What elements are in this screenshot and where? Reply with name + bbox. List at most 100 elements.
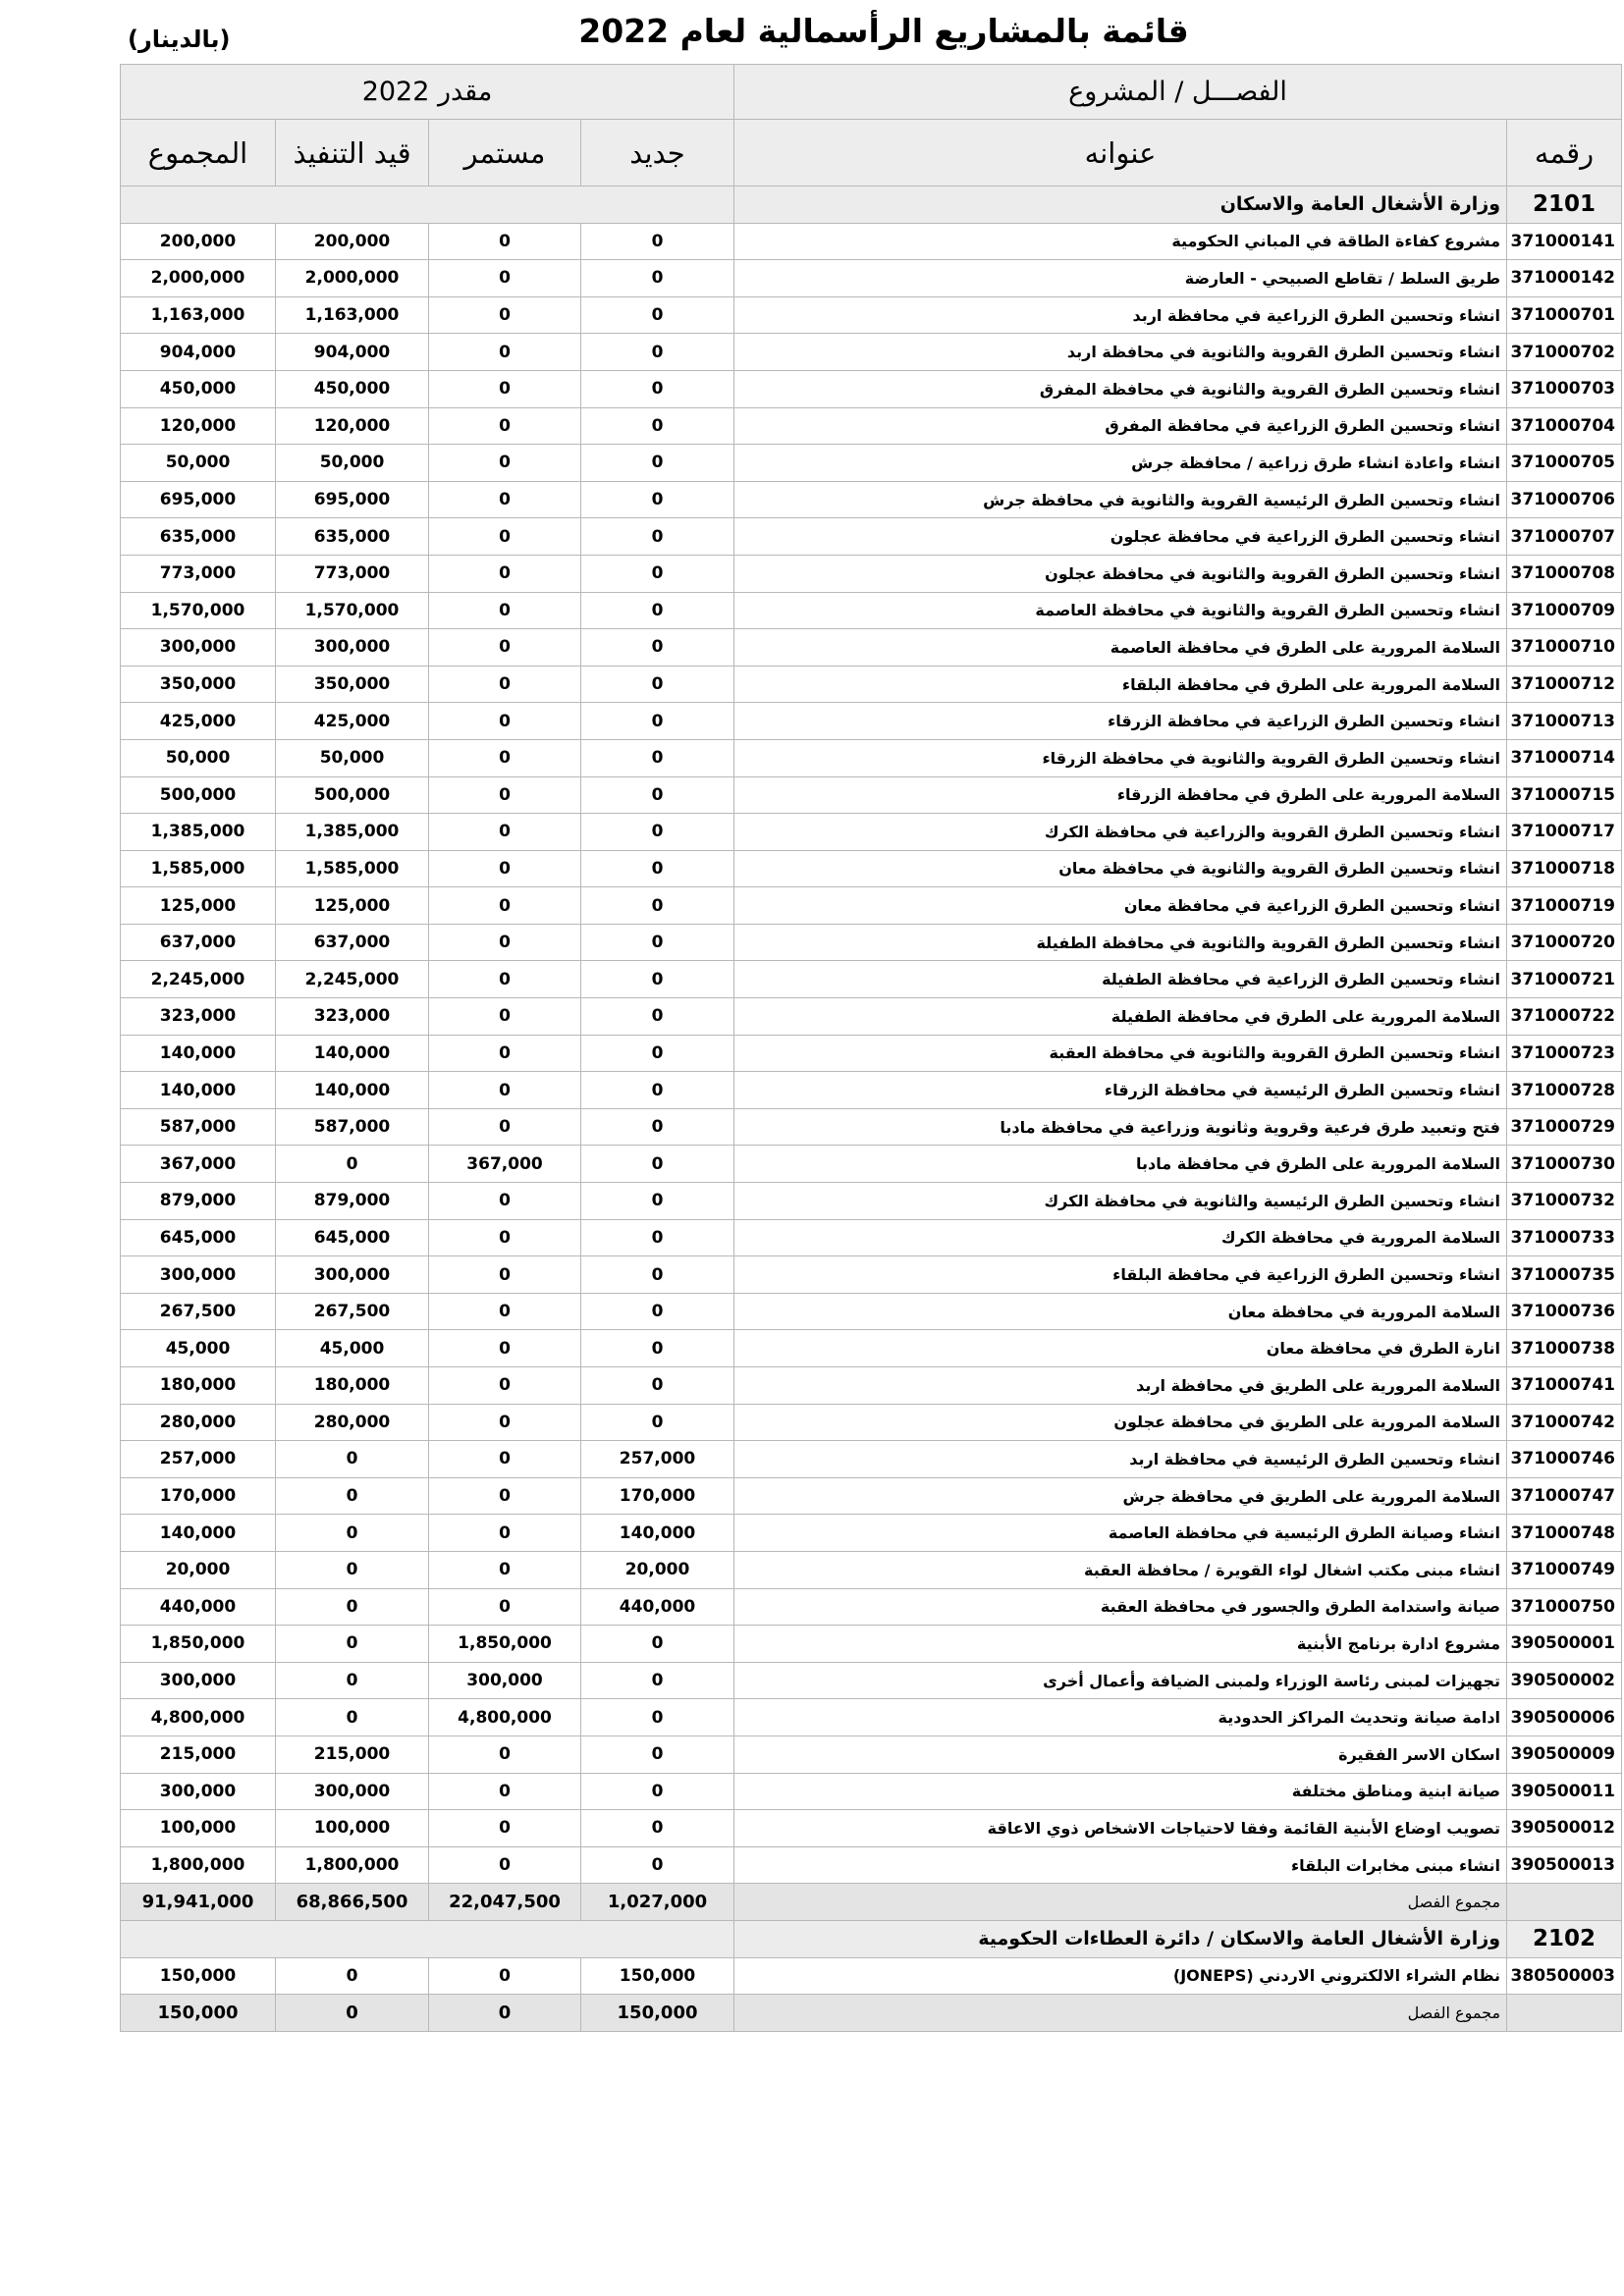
section-code: 2101 — [1506, 186, 1623, 224]
total-label: مجموع الفصل — [733, 1994, 1508, 2032]
amount: 280,000 — [119, 1403, 277, 1442]
amount: 367,000 — [119, 1145, 277, 1184]
amount: 2,000,000 — [119, 259, 277, 297]
amount: 125,000 — [275, 886, 430, 925]
amount: 0 — [428, 1366, 582, 1405]
amount: 0 — [428, 1956, 582, 1996]
project-title: انشاء وتحسين الطرق الزراعية في محافظة ال… — [733, 1255, 1508, 1294]
amount: 0 — [580, 1772, 735, 1811]
amount: 0 — [580, 554, 735, 593]
project-code: 371000742 — [1506, 1403, 1623, 1442]
project-title: مشروع ادارة برنامج الأبنية — [733, 1625, 1508, 1663]
project-row: 371000748 انشاء وصيانة الطرق الرئيسية في … — [119, 1514, 1623, 1552]
project-code: 371000735 — [1506, 1255, 1623, 1294]
project-code: 371000141 — [1506, 222, 1623, 261]
amount: 0 — [428, 444, 582, 482]
amount: 0 — [428, 849, 582, 888]
project-row: 371000714 انشاء وتحسين الطرق القروية والث… — [119, 738, 1623, 777]
amount: 0 — [275, 1550, 430, 1589]
section-name: وزارة الأشغال العامة والاسكان / دائرة ال… — [733, 1919, 1508, 1958]
amount: 0 — [428, 775, 582, 815]
amount: 0 — [580, 813, 735, 851]
amount: 0 — [428, 1403, 582, 1442]
project-code: 371000712 — [1506, 665, 1623, 704]
amount: 0 — [428, 886, 582, 925]
amount: 125,000 — [119, 886, 277, 925]
project-title: انشاء وتحسين الطرق القروية والثانوية في … — [733, 554, 1508, 593]
amount: 0 — [275, 1698, 430, 1736]
project-row: 371000733 السلامة المرورية في محافظة الكر… — [119, 1218, 1623, 1257]
project-title: صيانة ابنية ومناطق مختلفة — [733, 1772, 1508, 1811]
project-title: انشاء وتحسين الطرق الزراعية في محافظة عج… — [733, 517, 1508, 556]
amount: 200,000 — [275, 222, 430, 261]
project-title: نظام الشراء الالكتروني الاردني (JONEPS) — [733, 1956, 1508, 1996]
column-header-row: رقمه عنوانه جديد مستمر قيد التنفيذ المجموع — [119, 119, 1623, 187]
amount: 0 — [275, 1514, 430, 1552]
amount: 350,000 — [275, 665, 430, 704]
amount: 300,000 — [428, 1661, 582, 1700]
project-row: 390500002 تجهيزات لمبنى رئاسة الوزراء ولم… — [119, 1661, 1623, 1700]
project-row: 380500003 نظام الشراء الالكتروني الاردني … — [119, 1956, 1623, 1996]
column-header: مستمر — [428, 119, 582, 187]
amount: 367,000 — [428, 1145, 582, 1184]
amount: 587,000 — [275, 1107, 430, 1147]
amount: 140,000 — [580, 1514, 735, 1552]
amount: 0 — [580, 702, 735, 740]
amount: 0 — [580, 997, 735, 1036]
amount: 0 — [275, 1661, 430, 1700]
amount: 45,000 — [119, 1329, 277, 1367]
project-title: طريق السلط / تقاطع الصبيحي - العارضة — [733, 259, 1508, 297]
project-code: 371000706 — [1506, 480, 1623, 519]
amount: 0 — [428, 1845, 582, 1885]
project-title: انشاء وتحسين الطرق الزراعية في محافظة ال… — [733, 960, 1508, 999]
amount: 0 — [580, 1366, 735, 1405]
amount: 0 — [428, 960, 582, 999]
total-filler — [1506, 1994, 1623, 2032]
amount: 1,850,000 — [119, 1625, 277, 1663]
amount: 0 — [428, 406, 582, 446]
amount: 4,800,000 — [428, 1698, 582, 1736]
amount: 0 — [580, 1845, 735, 1885]
project-row: 371000141 مشروع كفاءة الطاقة في المباني ا… — [119, 222, 1623, 261]
amount: 450,000 — [119, 369, 277, 408]
amount: 879,000 — [119, 1182, 277, 1220]
project-code: 390500001 — [1506, 1625, 1623, 1663]
project-row: 371000705 انشاء واعادة انشاء طرق زراعية /… — [119, 444, 1623, 482]
amount: 587,000 — [119, 1107, 277, 1147]
project-row: 390500009 اسكان الاسر الفقيرة 0 0 215,000 215… — [119, 1735, 1623, 1774]
project-title: انشاء وصيانة الطرق الرئيسية في محافظة ال… — [733, 1514, 1508, 1552]
project-row: 371000749 انشاء مبنى مكتب اشغال لواء القو… — [119, 1550, 1623, 1589]
projects-table: الفصـــل / المشروع مقدر 2022 رقمه عنوانه جدي… — [119, 64, 1623, 2032]
section-filler — [119, 186, 735, 224]
amount: 2,245,000 — [119, 960, 277, 999]
project-code: 371000750 — [1506, 1587, 1623, 1627]
amount: 1,800,000 — [119, 1845, 277, 1885]
amount: 500,000 — [119, 775, 277, 815]
project-title: انشاء وتحسين الطرق القروية والثانوية في … — [733, 591, 1508, 630]
project-code: 371000707 — [1506, 517, 1623, 556]
amount: 0 — [580, 1145, 735, 1184]
amount: 440,000 — [119, 1587, 277, 1627]
total-amount: 91,941,000 — [119, 1883, 277, 1921]
project-row: 371000730 السلامة المرورية على الطرق في م… — [119, 1145, 1623, 1184]
amount: 0 — [428, 1476, 582, 1516]
project-row: 390500006 ادامة صيانة وتحديث المراكز الحد… — [119, 1698, 1623, 1736]
amount: 0 — [428, 480, 582, 519]
amount: 300,000 — [119, 1255, 277, 1294]
amount: 0 — [580, 923, 735, 962]
amount: 0 — [428, 1809, 582, 1847]
project-title: انشاء وتحسين الطرق القروية والثانوية في … — [733, 849, 1508, 888]
project-code: 371000702 — [1506, 333, 1623, 371]
project-code: 371000747 — [1506, 1476, 1623, 1516]
column-header: جديد — [580, 119, 735, 187]
amount: 180,000 — [275, 1366, 430, 1405]
project-title: انشاء مبنى مخابرات البلقاء — [733, 1845, 1508, 1885]
project-title: انشاء وتحسين الطرق الزراعية في محافظة مع… — [733, 886, 1508, 925]
project-title: صيانة واستدامة الطرق والجسور في محافظة ا… — [733, 1587, 1508, 1627]
amount: 0 — [428, 1218, 582, 1257]
total-amount: 150,000 — [119, 1994, 277, 2032]
project-code: 371000705 — [1506, 444, 1623, 482]
amount: 323,000 — [275, 997, 430, 1036]
amount: 20,000 — [580, 1550, 735, 1589]
amount: 0 — [580, 960, 735, 999]
